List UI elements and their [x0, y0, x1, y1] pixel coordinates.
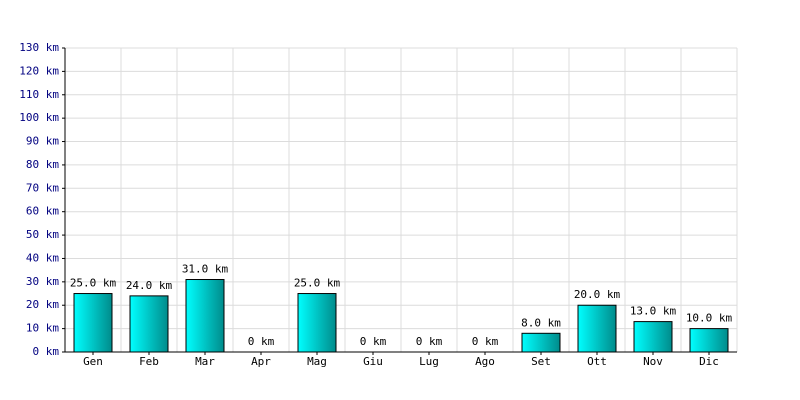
value-label: 25.0 km: [70, 277, 117, 290]
bar: [73, 293, 113, 353]
y-tick-label: 20 km: [26, 298, 59, 311]
x-tick-label: Lug: [419, 355, 439, 368]
bar: [297, 293, 337, 353]
x-tick-label: Ago: [475, 355, 495, 368]
bar: [521, 332, 561, 353]
y-tick-label: 60 km: [26, 205, 59, 218]
y-tick-label: 40 km: [26, 251, 59, 264]
value-label: 20.0 km: [574, 288, 621, 301]
x-tick-label: Ott: [587, 355, 607, 368]
x-tick-label: Nov: [643, 355, 663, 368]
value-label: 0 km: [248, 335, 275, 348]
y-tick-label: 10 km: [26, 322, 59, 335]
x-tick-label: Apr: [251, 355, 271, 368]
x-tick-label: Set: [531, 355, 551, 368]
y-tick-label: 80 km: [26, 158, 59, 171]
bar: [689, 328, 729, 353]
y-tick-label: 50 km: [26, 228, 59, 241]
x-tick-label: Feb: [139, 355, 159, 368]
x-tick-label: Mar: [195, 355, 215, 368]
y-tick-label: 90 km: [26, 135, 59, 148]
value-label: 0 km: [416, 335, 443, 348]
x-tick-label: Mag: [307, 355, 327, 368]
x-tick-label: Dic: [699, 355, 719, 368]
value-label: 10.0 km: [686, 312, 733, 325]
bar: [633, 321, 673, 353]
value-label: 8.0 km: [521, 316, 561, 329]
x-tick-label: Giu: [363, 355, 383, 368]
y-tick-label: 70 km: [26, 181, 59, 194]
y-tick-label: 0 km: [33, 345, 60, 358]
value-label: 13.0 km: [630, 305, 677, 318]
value-label: 0 km: [360, 335, 387, 348]
bar: [185, 279, 225, 353]
value-label: 25.0 km: [294, 277, 341, 290]
y-tick-label: 30 km: [26, 275, 59, 288]
bar: [577, 304, 617, 353]
y-tick-label: 110 km: [19, 88, 59, 101]
bar: [129, 295, 169, 353]
y-tick-label: 120 km: [19, 64, 59, 77]
value-label: 24.0 km: [126, 279, 173, 292]
value-label: 31.0 km: [182, 263, 229, 276]
y-tick-label: 100 km: [19, 111, 59, 124]
y-tick-label: 130 km: [19, 41, 59, 54]
value-label: 0 km: [472, 335, 499, 348]
x-tick-label: Gen: [83, 355, 103, 368]
